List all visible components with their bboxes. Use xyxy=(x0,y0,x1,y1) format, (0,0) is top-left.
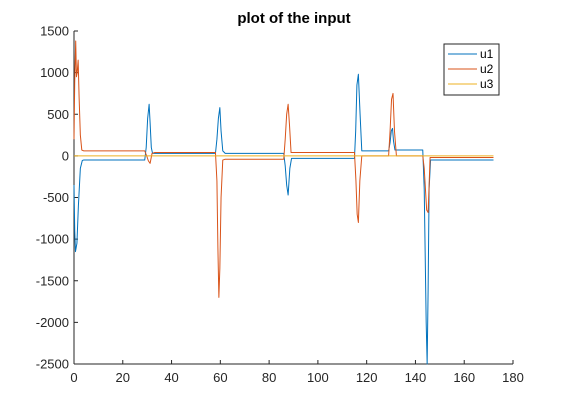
y-tick-label: -500 xyxy=(43,190,69,205)
x-tick-label: 40 xyxy=(164,370,178,385)
x-tick-label: 80 xyxy=(262,370,276,385)
series-line-u1 xyxy=(73,73,494,365)
x-tick-label: 140 xyxy=(405,370,427,385)
legend-label-u3: u3 xyxy=(480,77,494,91)
y-tick-label: 1500 xyxy=(40,24,69,39)
x-tick-label: 100 xyxy=(307,370,329,385)
x-tick-label: 180 xyxy=(502,370,524,385)
x-tick-label: 0 xyxy=(70,370,77,385)
axes: 0 20 40 60 80 100 120 140 160 180 -2500 -2000 -1500 -… xyxy=(36,24,524,386)
y-tick-label: -1500 xyxy=(36,273,69,288)
x-tick-label: 60 xyxy=(213,370,227,385)
legend-label-u2: u2 xyxy=(480,62,494,76)
legend-label-u1: u1 xyxy=(480,47,494,61)
plot-area xyxy=(73,40,494,365)
chart-title: plot of the input xyxy=(237,10,350,27)
y-tick-label: 1000 xyxy=(40,65,69,80)
y-tick-label: 0 xyxy=(62,148,69,163)
x-tick-label: 120 xyxy=(356,370,378,385)
series-line-u2 xyxy=(73,40,494,298)
y-tick-label: 500 xyxy=(47,107,69,122)
y-tick-label: -2000 xyxy=(36,315,69,330)
x-tick-label: 160 xyxy=(453,370,475,385)
x-tick-label: 20 xyxy=(116,370,130,385)
y-tick-label: -2500 xyxy=(36,357,69,372)
y-tick-label: -1000 xyxy=(36,232,69,247)
